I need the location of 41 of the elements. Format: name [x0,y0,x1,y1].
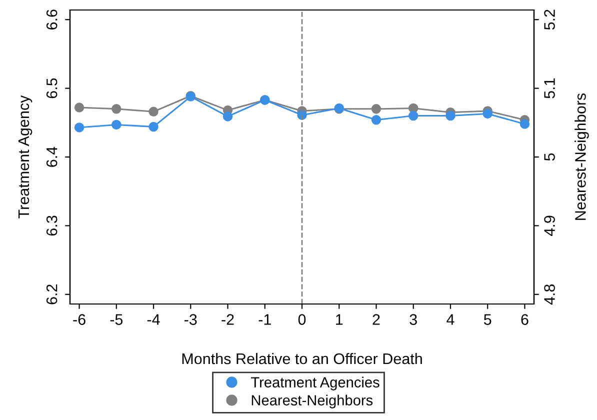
y2-tick-label: 5.2 [544,10,555,30]
x-tick-label: -3 [184,314,197,325]
x-tick-label: -5 [110,314,123,325]
legend-label: Nearest-Neighbors [252,394,373,408]
y2-tick-label: 5 [544,153,555,161]
x-tick-label: 6 [521,314,528,325]
point [482,108,492,119]
x-tick-label: 2 [372,314,380,325]
x-tick-label: 3 [410,314,417,325]
y-tick-label: 6.3 [46,216,58,236]
point [148,106,158,117]
point [112,120,122,130]
y2-tick-label: 5.1 [544,78,555,98]
x-tick-label: 4 [446,314,454,325]
x-tick-label: 1 [336,314,343,325]
point [371,115,382,125]
y2-axis-title: Nearest-Neighbors [574,93,589,220]
point [371,104,382,114]
x-tick-label: -1 [258,314,271,325]
y-tick-label: 6.6 [46,10,58,30]
point [74,102,84,112]
y-tick-label: 6.5 [46,78,58,98]
y2-tick-label: 4.8 [544,284,555,305]
x-tick-label: -2 [222,314,234,325]
x-axis-title: Months Relative to an Officer Death [182,352,422,364]
point [408,110,418,121]
point [446,110,456,121]
x-tick-label: -6 [73,314,86,325]
x-tick-label: 0 [298,314,306,325]
x-tick-label: -4 [147,314,160,325]
x-tick-label: 5 [484,314,492,325]
y-tick-label: 6.2 [46,284,58,304]
y-axis-title: Treatment Agency [18,95,32,218]
point [520,119,530,129]
point [222,112,233,122]
legend-label: Treatment Agencies [251,376,380,390]
point [112,104,122,114]
y-tick-label: 6.4 [46,146,58,167]
point [74,122,84,132]
point [148,122,158,132]
y2-tick-label: 4.9 [544,216,555,236]
